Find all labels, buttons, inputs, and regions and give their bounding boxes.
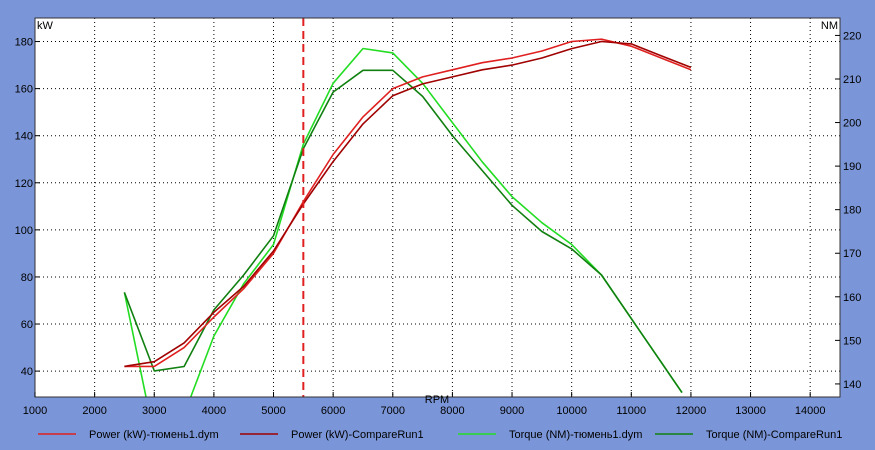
x-tick-label: 6000 — [321, 405, 345, 417]
right-tick-label: 150 — [843, 335, 861, 347]
x-axis-label: RPM — [425, 394, 449, 406]
right-tick-label: 210 — [843, 74, 861, 86]
legend-label-1: Power (kW)-тюмень1.dym — [89, 429, 219, 441]
left-tick-label: 120 — [15, 178, 33, 190]
right-axis-ticks: 140 150 160 170 180 190 200 210 220 — [835, 30, 861, 391]
left-axis-unit: kW — [37, 20, 54, 32]
series-line-1 — [124, 38, 692, 368]
legend-label-3: Torque (NM)-тюмень1.dym — [509, 429, 642, 441]
x-tick-label: 10000 — [556, 405, 587, 417]
x-tick-label: 13000 — [735, 405, 766, 417]
left-axis-ticks: 40 60 80 100 120 140 160 180 — [15, 37, 40, 378]
left-tick-label: 60 — [21, 319, 33, 331]
left-tick-label: 140 — [15, 131, 33, 143]
x-tick-label: 7000 — [381, 405, 405, 417]
right-tick-label: 140 — [843, 379, 861, 391]
legend-label-2: Power (kW)-CompareRun1 — [291, 429, 424, 441]
x-tick-label: 9000 — [500, 405, 524, 417]
x-tick-label: 11000 — [616, 405, 646, 417]
right-tick-label: 220 — [843, 30, 861, 42]
left-tick-label: 180 — [15, 37, 33, 49]
plot-frame — [34, 17, 841, 398]
x-tick-label: 1000 — [23, 405, 47, 417]
legend: Power (kW)-тюмень1.dym Power (kW)-Compare… — [38, 429, 842, 441]
right-tick-label: 190 — [843, 161, 861, 173]
x-tick-label: 8000 — [440, 405, 464, 417]
x-tick-label: 5000 — [261, 405, 285, 417]
left-tick-label: 100 — [15, 225, 33, 237]
x-axis-ticks: 1000 2000 3000 4000 5000 6000 7000 8000 9000 1000… — [23, 392, 826, 417]
right-tick-label: 160 — [843, 292, 861, 304]
right-tick-label: 200 — [843, 118, 861, 130]
right-tick-label: 180 — [843, 205, 861, 217]
left-tick-label: 160 — [15, 84, 33, 96]
legend-label-4: Torque (NM)-CompareRun1 — [706, 429, 842, 441]
x-tick-label: 2000 — [82, 405, 106, 417]
x-tick-label: 14000 — [795, 405, 826, 417]
left-tick-label: 40 — [21, 366, 33, 378]
x-tick-label: 3000 — [142, 405, 166, 417]
series-line-2 — [124, 40, 692, 368]
x-tick-label: 4000 — [202, 405, 226, 417]
x-tick-label: 12000 — [676, 405, 707, 417]
left-tick-label: 80 — [21, 272, 33, 284]
right-tick-label: 170 — [843, 248, 861, 260]
right-axis-unit: NM — [821, 20, 838, 32]
series-lines — [123, 38, 692, 397]
plot-area — [35, 18, 840, 397]
